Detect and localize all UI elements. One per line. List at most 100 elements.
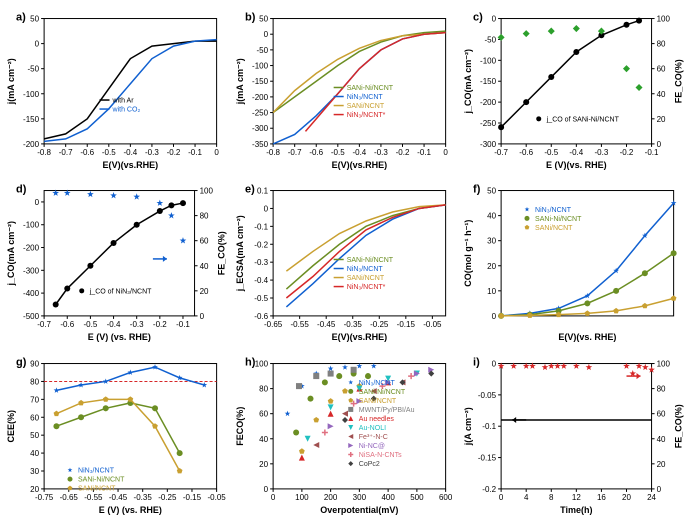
svg-text:-0.05: -0.05 (423, 320, 442, 329)
panel-g: -0.75-0.65-0.55-0.45-0.35-0.25-0.15-0.05… (4, 349, 231, 519)
svg-text:-0.75: -0.75 (35, 493, 54, 502)
svg-text:-50: -50 (256, 46, 268, 55)
panel-h: 0100200300400500600020406080100Overpoten… (233, 349, 460, 519)
svg-text:16: 16 (597, 493, 606, 502)
svg-text:0: 0 (492, 360, 497, 369)
svg-text:-0.3: -0.3 (595, 148, 609, 157)
svg-text:-100: -100 (252, 62, 269, 71)
svg-text:Ni-NC@: Ni-NC@ (358, 443, 384, 450)
svg-text:500: 500 (410, 493, 424, 502)
svg-text:0: 0 (214, 148, 219, 157)
panel-f: 01020304050E(V)(vs. RHE)CO(mol g⁻¹ h⁻¹)f… (461, 176, 688, 346)
svg-text:-0.15: -0.15 (478, 454, 497, 463)
svg-text:-100: -100 (23, 221, 40, 230)
svg-text:FE_CO(%): FE_CO(%) (674, 404, 684, 448)
svg-text:NiN₃/NCNT: NiN₃/NCNT (346, 94, 383, 101)
svg-text:NiSA-N-CNTs: NiSA-N-CNTs (358, 452, 401, 459)
svg-text:Overpotential(mV): Overpotential(mV) (320, 505, 398, 515)
svg-text:-0.2: -0.2 (483, 485, 497, 494)
svg-text:60: 60 (657, 410, 666, 419)
svg-text:0: 0 (657, 485, 662, 494)
svg-text:with Ar: with Ar (112, 98, 135, 105)
svg-text:600: 600 (439, 493, 453, 502)
svg-text:FE_CO(%): FE_CO(%) (217, 232, 227, 276)
svg-text:NiN₃/NCNT: NiN₃/NCNT (346, 267, 383, 274)
svg-text:40: 40 (657, 435, 666, 444)
svg-text:i): i) (473, 357, 480, 369)
svg-text:0: 0 (263, 30, 268, 39)
svg-text:300: 300 (352, 493, 366, 502)
svg-text:80: 80 (259, 385, 268, 394)
svg-text:j(A cm⁻²): j(A cm⁻²) (463, 407, 473, 446)
svg-text:-0.05: -0.05 (207, 493, 226, 502)
svg-text:0.1: 0.1 (257, 187, 269, 196)
svg-text:400: 400 (381, 493, 395, 502)
svg-text:-0.25: -0.25 (158, 493, 177, 502)
svg-text:12: 12 (572, 493, 581, 502)
svg-text:E(V)(vs.RHE): E(V)(vs.RHE) (331, 160, 387, 170)
svg-text:60: 60 (200, 237, 209, 246)
svg-text:j_CO of SANi-Ni/NCNT: j_CO of SANi-Ni/NCNT (546, 116, 620, 123)
svg-text:SANi/NCNT: SANi/NCNT (78, 486, 116, 493)
svg-text:50: 50 (488, 187, 497, 196)
svg-text:30: 30 (30, 467, 39, 476)
svg-text:-500: -500 (23, 312, 40, 321)
svg-text:-350: -350 (252, 140, 269, 149)
svg-text:24: 24 (647, 493, 656, 502)
svg-text:-0.3: -0.3 (130, 320, 144, 329)
svg-text:20: 20 (259, 460, 268, 469)
panel-b: -0.8-0.7-0.6-0.5-0.4-0.3-0.2-0.10-350-30… (233, 4, 460, 174)
svg-text:SANi/NCNT: SANi/NCNT (346, 276, 384, 283)
svg-text:20: 20 (657, 460, 666, 469)
svg-text:h): h) (245, 357, 256, 369)
svg-text:E (V) (vs. RHE): E (V) (vs. RHE) (88, 332, 151, 342)
svg-text:-250: -250 (480, 119, 497, 128)
svg-text:-300: -300 (23, 267, 40, 276)
svg-text:with CO₂: with CO₂ (112, 107, 141, 114)
svg-text:SANi-Ni/NCNT: SANi-Ni/NCNT (535, 216, 582, 223)
svg-text:Au needles: Au needles (358, 416, 394, 423)
svg-text:200: 200 (324, 493, 338, 502)
svg-text:40: 40 (488, 212, 497, 221)
svg-text:-0.5: -0.5 (331, 148, 345, 157)
svg-text:-0.45: -0.45 (317, 320, 336, 329)
svg-text:-200: -200 (480, 98, 497, 107)
svg-text:-0.1: -0.1 (645, 148, 659, 157)
svg-text:-0.7: -0.7 (495, 148, 509, 157)
svg-text:-0.4: -0.4 (352, 148, 366, 157)
svg-text:0: 0 (443, 148, 448, 157)
svg-text:-200: -200 (23, 244, 40, 253)
svg-text:-0.1: -0.1 (254, 223, 268, 232)
svg-text:100: 100 (254, 360, 268, 369)
svg-text:-400: -400 (23, 290, 40, 299)
svg-text:-100: -100 (480, 56, 497, 65)
svg-text:E (V) (vs. RHE): E (V) (vs. RHE) (99, 505, 162, 515)
svg-text:80: 80 (657, 40, 666, 49)
svg-text:CoPc2: CoPc2 (358, 461, 379, 468)
svg-text:0: 0 (263, 485, 268, 494)
svg-text:-0.6: -0.6 (520, 148, 534, 157)
svg-text:20: 20 (30, 485, 39, 494)
svg-text:-0.6: -0.6 (254, 312, 268, 321)
panel-c: -0.7-0.6-0.5-0.4-0.3-0.2-0.1-300-250-200… (461, 4, 688, 174)
svg-text:40: 40 (657, 90, 666, 99)
svg-text:0: 0 (657, 140, 662, 149)
svg-text:-0.55: -0.55 (84, 493, 103, 502)
svg-text:50: 50 (259, 15, 268, 24)
svg-text:-200: -200 (23, 140, 40, 149)
svg-text:-0.5: -0.5 (545, 148, 559, 157)
svg-text:-150: -150 (480, 77, 497, 86)
svg-text:-50: -50 (28, 65, 40, 74)
svg-text:CEE(%): CEE(%) (6, 410, 16, 443)
svg-text:20: 20 (657, 115, 666, 124)
svg-text:60: 60 (30, 413, 39, 422)
svg-text:20: 20 (622, 493, 631, 502)
svg-text:-0.1: -0.1 (176, 320, 190, 329)
svg-text:0: 0 (200, 312, 205, 321)
svg-text:j_ECSA(mA cm⁻²): j_ECSA(mA cm⁻²) (235, 216, 245, 293)
svg-text:20: 20 (488, 262, 497, 271)
svg-text:f): f) (473, 184, 481, 196)
svg-text:SANi-Ni/NCNT: SANi-Ni/NCNT (358, 389, 405, 396)
svg-text:0: 0 (35, 198, 40, 207)
svg-text:0: 0 (499, 493, 504, 502)
